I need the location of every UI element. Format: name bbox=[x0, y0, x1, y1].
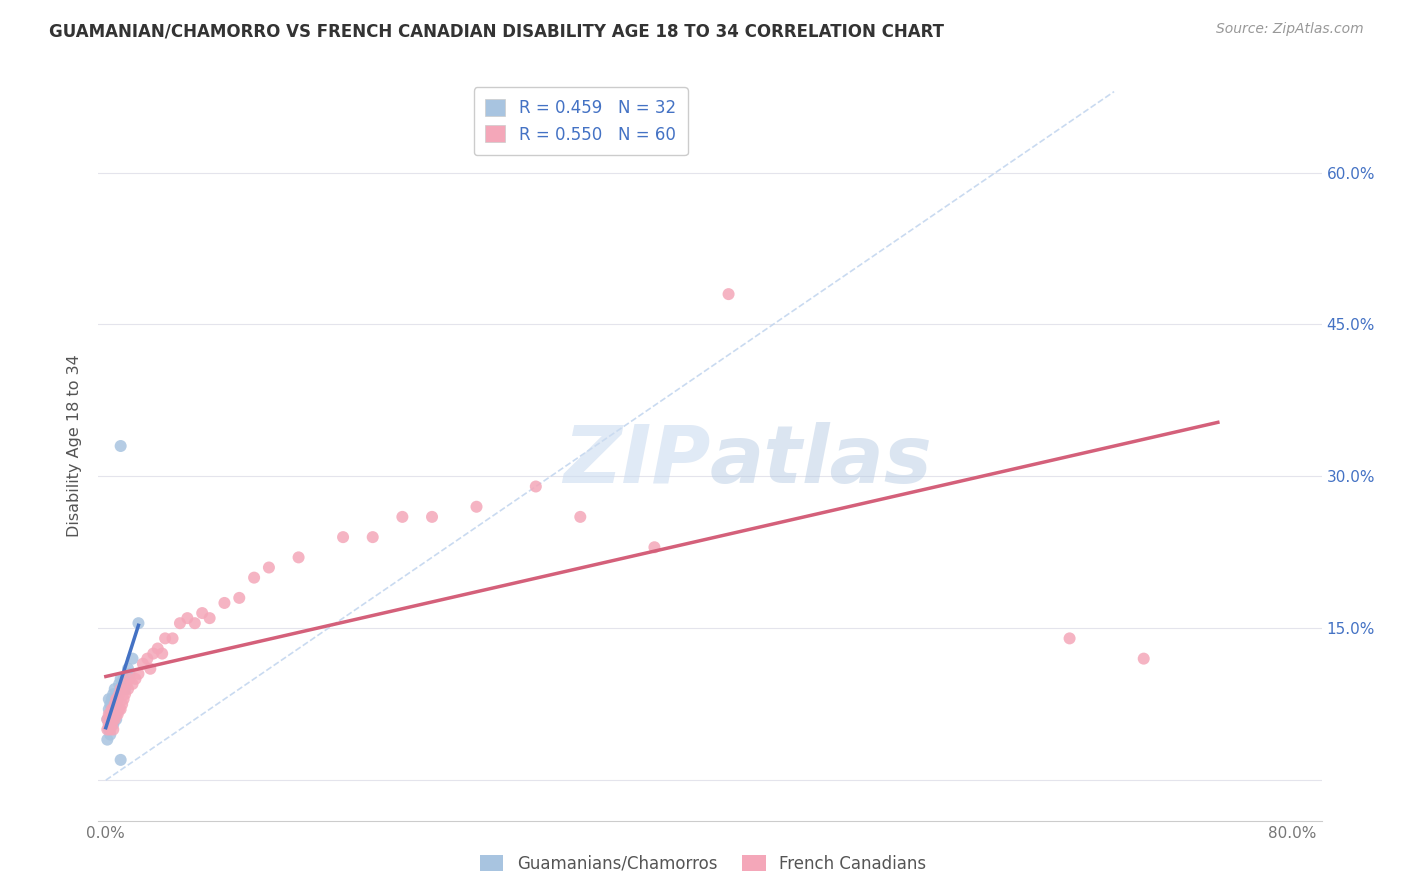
Point bbox=[107, 692, 129, 706]
Point bbox=[96, 712, 118, 726]
Point bbox=[108, 677, 131, 691]
Point bbox=[98, 712, 121, 726]
Point bbox=[643, 541, 665, 555]
Point bbox=[153, 632, 176, 646]
Point bbox=[465, 500, 488, 514]
Point bbox=[107, 692, 129, 706]
Point bbox=[97, 717, 120, 731]
Point bbox=[100, 717, 122, 731]
Point bbox=[117, 681, 139, 696]
Legend: Guamanians/Chamorros, French Canadians: Guamanians/Chamorros, French Canadians bbox=[474, 848, 932, 880]
Point bbox=[228, 591, 250, 605]
Point bbox=[524, 479, 547, 493]
Point bbox=[332, 530, 354, 544]
Point bbox=[100, 707, 122, 722]
Point bbox=[717, 287, 740, 301]
Point bbox=[361, 530, 384, 544]
Point bbox=[139, 662, 162, 676]
Point bbox=[118, 666, 141, 681]
Point bbox=[114, 681, 136, 696]
Point bbox=[100, 702, 122, 716]
Point bbox=[96, 723, 118, 737]
Legend: R = 0.459   N = 32, R = 0.550   N = 60: R = 0.459 N = 32, R = 0.550 N = 60 bbox=[474, 87, 688, 155]
Point bbox=[112, 692, 135, 706]
Point bbox=[112, 672, 135, 686]
Point bbox=[214, 596, 236, 610]
Point bbox=[391, 509, 413, 524]
Point bbox=[105, 712, 128, 726]
Point bbox=[124, 672, 146, 686]
Point bbox=[97, 723, 120, 737]
Point bbox=[97, 717, 120, 731]
Point bbox=[115, 677, 138, 691]
Point bbox=[97, 692, 120, 706]
Point bbox=[103, 702, 125, 716]
Point bbox=[142, 647, 165, 661]
Point bbox=[176, 611, 198, 625]
Point bbox=[184, 616, 207, 631]
Point bbox=[169, 616, 191, 631]
Point bbox=[191, 606, 214, 620]
Point bbox=[287, 550, 309, 565]
Point bbox=[104, 707, 127, 722]
Point bbox=[104, 712, 127, 726]
Point bbox=[127, 666, 149, 681]
Point bbox=[103, 712, 125, 726]
Point bbox=[98, 728, 121, 742]
Point bbox=[1132, 651, 1154, 665]
Point bbox=[569, 509, 592, 524]
Point bbox=[121, 651, 143, 665]
Point bbox=[132, 657, 155, 671]
Point bbox=[97, 707, 120, 722]
Point bbox=[110, 702, 132, 716]
Point bbox=[121, 677, 143, 691]
Point bbox=[127, 616, 149, 631]
Point bbox=[110, 753, 132, 767]
Point bbox=[198, 611, 221, 625]
Point bbox=[257, 560, 280, 574]
Point bbox=[105, 707, 128, 722]
Point bbox=[105, 692, 128, 706]
Point bbox=[103, 723, 125, 737]
Point bbox=[96, 712, 118, 726]
Point bbox=[100, 692, 122, 706]
Point bbox=[110, 672, 132, 686]
Y-axis label: Disability Age 18 to 34: Disability Age 18 to 34 bbox=[67, 355, 83, 537]
Point bbox=[107, 707, 129, 722]
Point bbox=[111, 677, 134, 691]
Point bbox=[1059, 632, 1081, 646]
Point bbox=[100, 702, 122, 716]
Text: GUAMANIAN/CHAMORRO VS FRENCH CANADIAN DISABILITY AGE 18 TO 34 CORRELATION CHART: GUAMANIAN/CHAMORRO VS FRENCH CANADIAN DI… bbox=[49, 22, 945, 40]
Point bbox=[108, 687, 131, 701]
Point bbox=[104, 697, 127, 711]
Point bbox=[98, 723, 121, 737]
Point bbox=[150, 647, 173, 661]
Point bbox=[110, 681, 132, 696]
Point bbox=[98, 707, 121, 722]
Point bbox=[243, 571, 266, 585]
Text: Source: ZipAtlas.com: Source: ZipAtlas.com bbox=[1216, 22, 1364, 37]
Point bbox=[103, 717, 125, 731]
Point bbox=[146, 641, 169, 656]
Point bbox=[136, 651, 159, 665]
Point bbox=[97, 702, 120, 716]
Text: atlas: atlas bbox=[710, 422, 932, 500]
Point bbox=[118, 672, 141, 686]
Point bbox=[98, 712, 121, 726]
Point bbox=[162, 632, 184, 646]
Point bbox=[117, 662, 139, 676]
Point bbox=[420, 509, 443, 524]
Point bbox=[111, 697, 134, 711]
Text: ZIP: ZIP bbox=[562, 422, 710, 500]
Point bbox=[114, 687, 136, 701]
Point bbox=[98, 697, 121, 711]
Point bbox=[105, 697, 128, 711]
Point bbox=[103, 702, 125, 716]
Point bbox=[108, 702, 131, 716]
Point bbox=[96, 732, 118, 747]
Point bbox=[103, 687, 125, 701]
Point bbox=[110, 439, 132, 453]
Point bbox=[100, 712, 122, 726]
Point bbox=[104, 681, 127, 696]
